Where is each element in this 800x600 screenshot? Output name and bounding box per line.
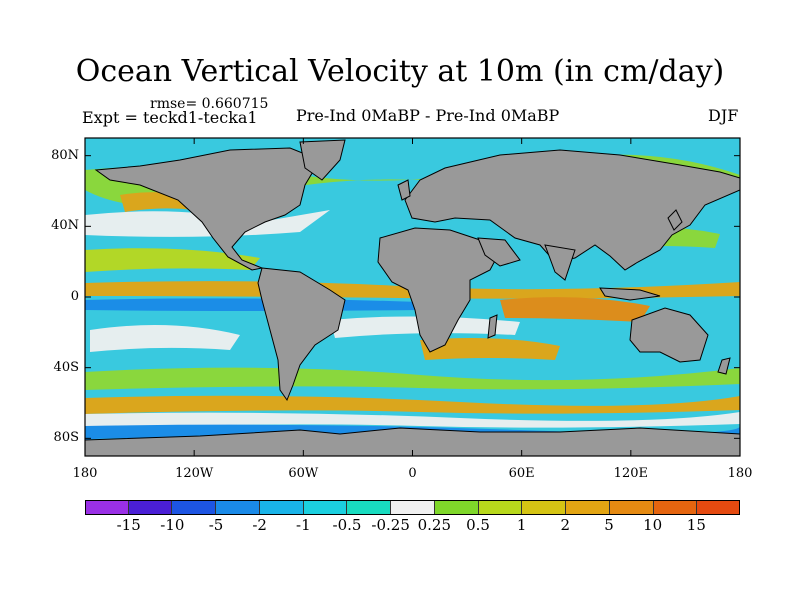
new-zealand [717, 357, 731, 375]
colorbar-label: -2 [252, 516, 267, 534]
colorbar-label: 10 [643, 516, 663, 534]
colorbar-segment [172, 500, 217, 515]
axis-ticks [84, 138, 741, 456]
lon-tick-label: 180 [72, 466, 98, 481]
lon-tick-label: 60E [508, 466, 535, 481]
colorbar-label: 5 [604, 516, 614, 534]
north-america [94, 147, 321, 271]
australia [629, 307, 709, 363]
page-title: Ocean Vertical Velocity at 10m (in cm/da… [75, 54, 725, 89]
colorbar-segment [609, 500, 654, 515]
lat-tick-label: 0 [70, 289, 79, 304]
colorbar-label: 0.5 [466, 516, 490, 534]
period-subtitle: Pre-Ind 0MaBP - Pre-Ind 0MaBP [296, 106, 560, 125]
land-masses [85, 139, 740, 456]
colorbar-segment [259, 500, 304, 515]
indonesia [599, 287, 661, 301]
lat-tick-label: 80S [53, 430, 79, 446]
arabia [477, 237, 521, 267]
japan [667, 209, 683, 231]
british-isles [397, 179, 411, 201]
colorbar-segment [653, 500, 698, 515]
greenland [299, 139, 346, 181]
colorbar-segment [85, 500, 129, 515]
lat-tick-label: 40N [51, 218, 79, 234]
lat-tick-label: 40S [53, 359, 79, 375]
africa [377, 227, 499, 353]
india [544, 244, 576, 281]
season-label: DJF [708, 106, 739, 125]
colorbar-label: 1 [516, 516, 527, 534]
experiment-label: Expt = teckd1-tecka1 [82, 108, 258, 127]
colorbar-segment [434, 500, 479, 515]
colorbar-label: -15 [116, 516, 141, 534]
lon-tick-label: 120E [613, 466, 648, 481]
colorbar-segment [347, 500, 392, 515]
rmse-label: rmse= 0.660715 [150, 96, 269, 112]
antarctica [85, 427, 740, 456]
colorbar-label: -0.25 [371, 516, 410, 534]
lon-tick-label: 60W [288, 466, 319, 481]
colorbar-label: -10 [160, 516, 185, 534]
colorbar-label: -5 [208, 516, 224, 534]
colorbar-segment [697, 500, 741, 515]
colorbar-segment [303, 500, 348, 515]
colorbar [85, 500, 741, 515]
eurasia [404, 149, 740, 271]
colorbar-segment [128, 500, 173, 515]
madagascar [487, 314, 498, 339]
lon-tick-label: 180 [727, 466, 753, 481]
colorbar-segment [478, 500, 523, 515]
colorbar-label: 2 [560, 516, 571, 534]
lon-tick-label: 0 [408, 466, 417, 481]
colorbar-label: -0.5 [332, 516, 362, 534]
lon-tick-label: 120W [175, 466, 214, 481]
colorbar-segment [391, 500, 435, 515]
south-america [257, 267, 346, 402]
colorbar-label: -1 [296, 516, 311, 534]
colorbar-segment [522, 500, 567, 515]
colorbar-label: 0.25 [417, 516, 452, 534]
colorbar-segment [566, 500, 610, 515]
lat-tick-label: 80N [51, 147, 79, 163]
colorbar-label: 15 [686, 516, 706, 534]
colorbar-segment [216, 500, 260, 515]
